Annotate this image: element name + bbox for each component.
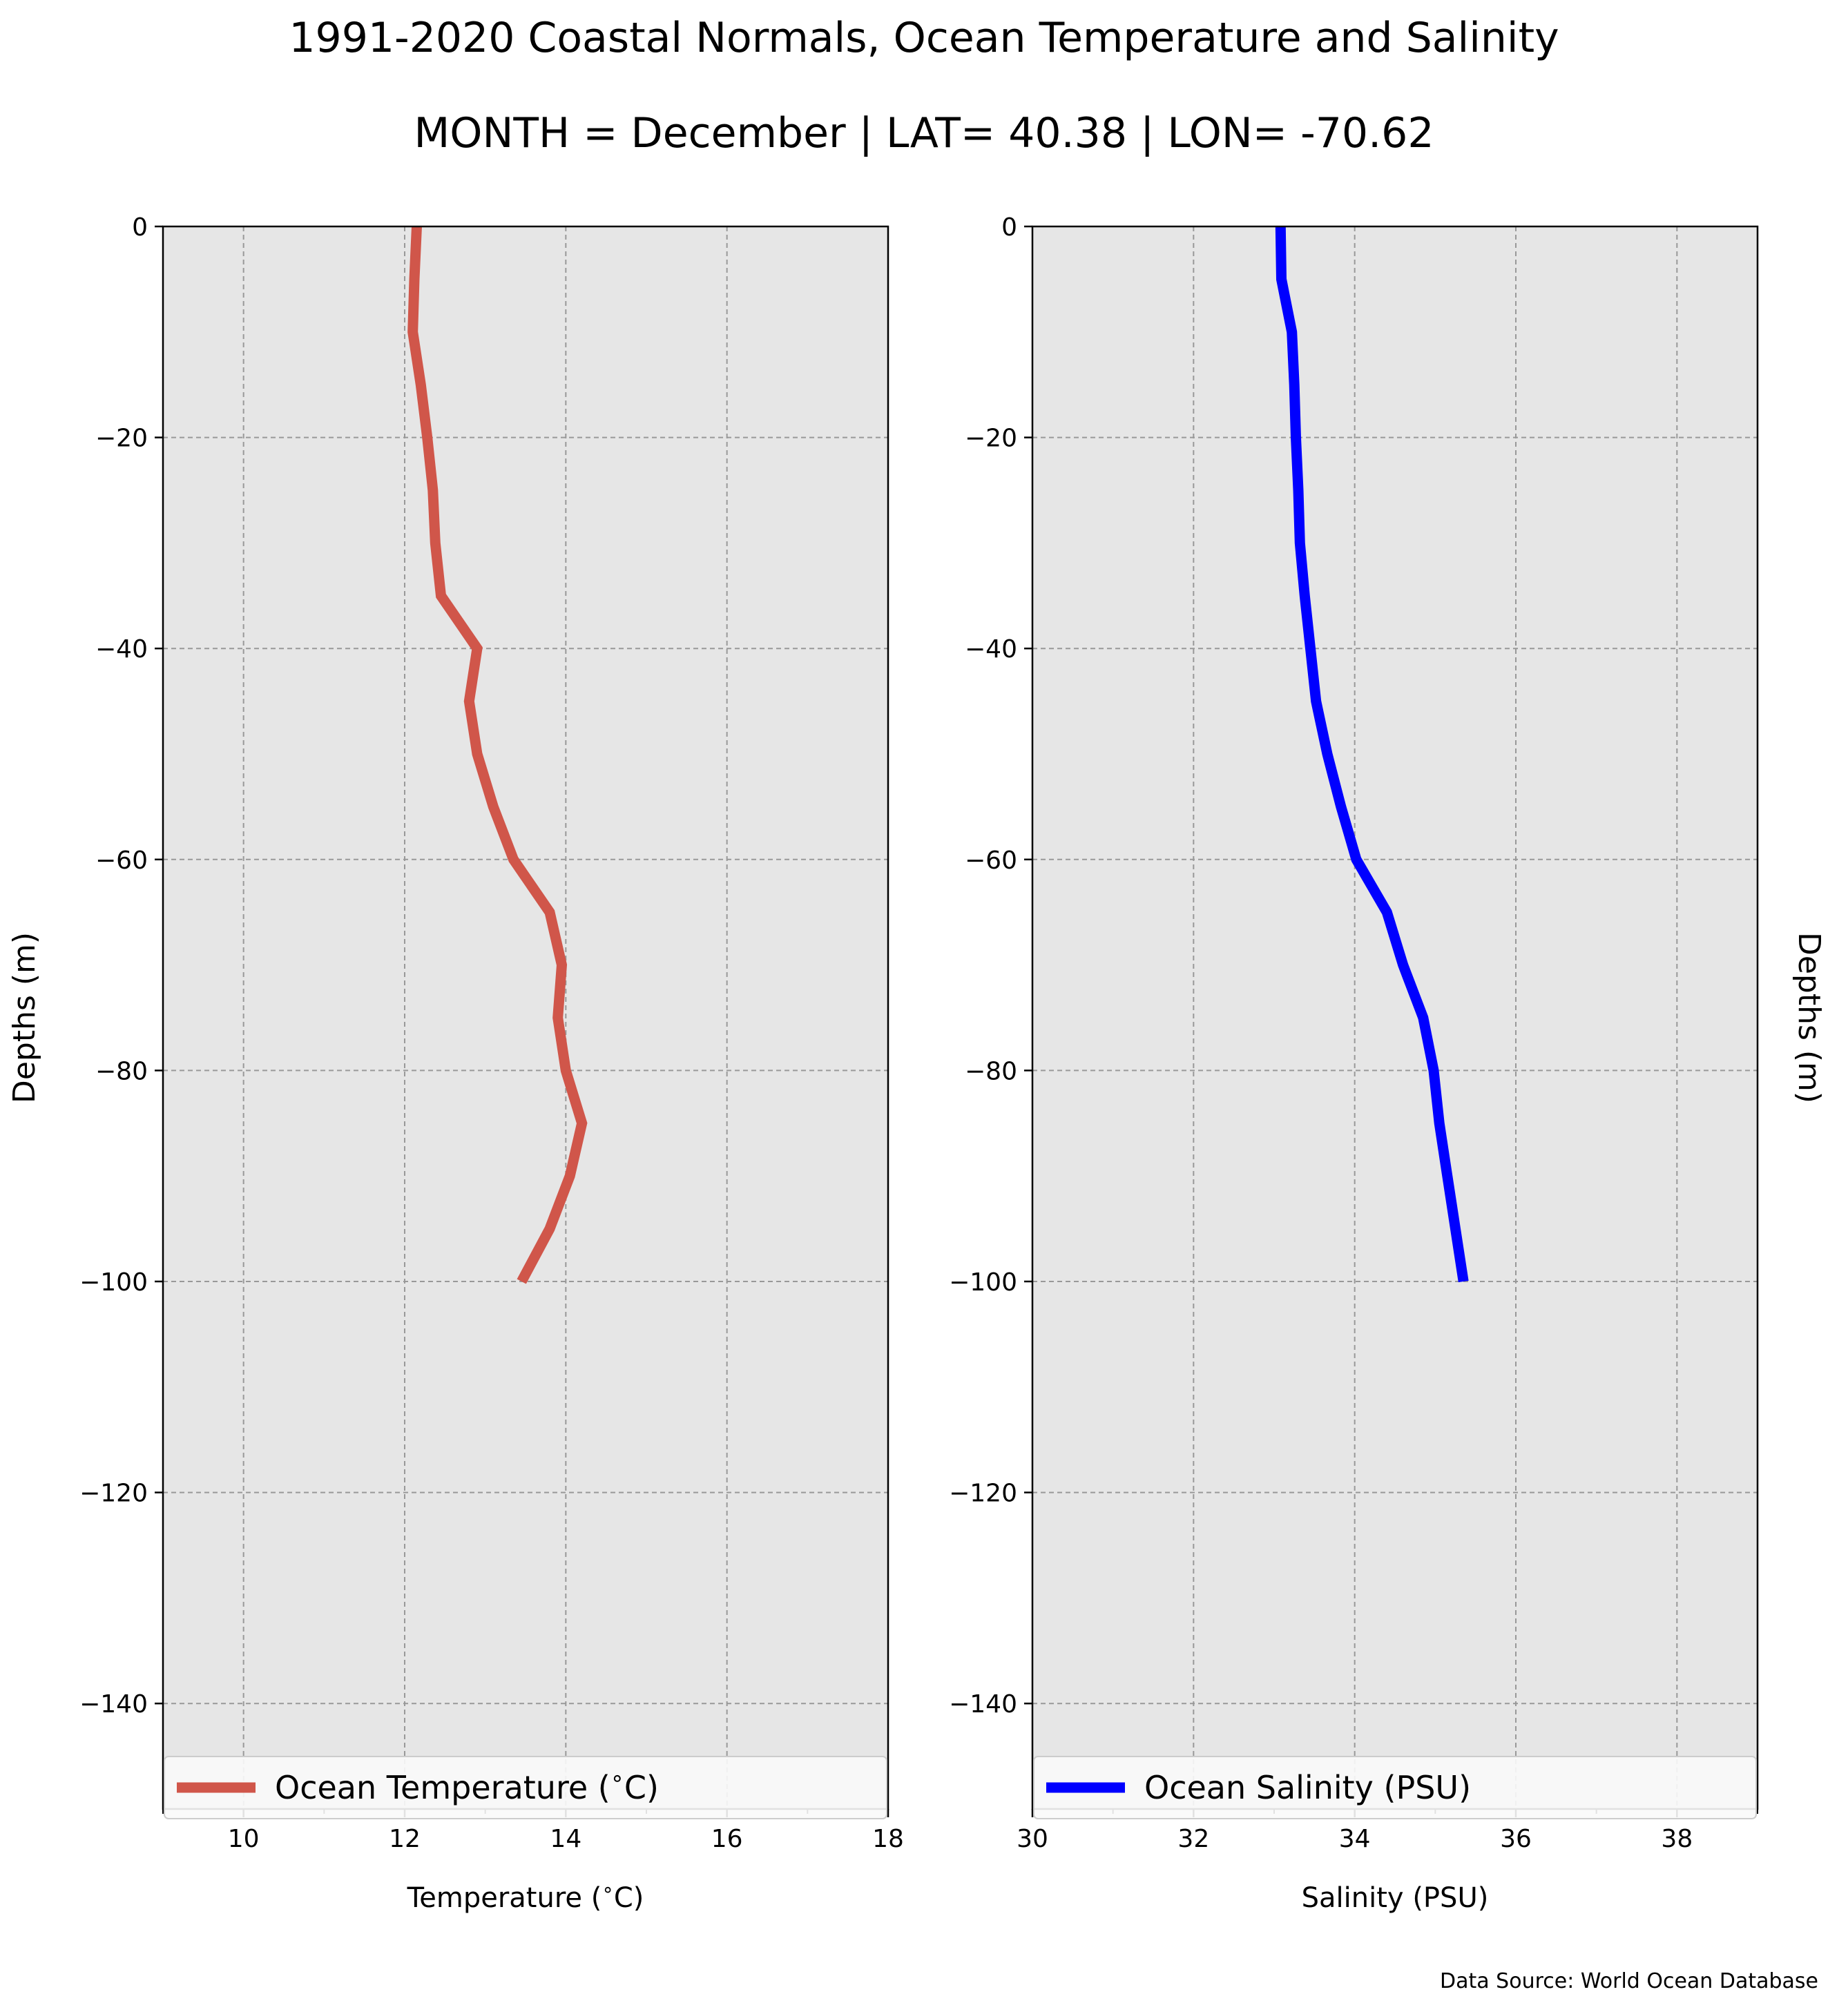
y-tick-label: −40: [965, 635, 1017, 664]
y-tick-label: −120: [949, 1480, 1017, 1508]
y-tick-label: 0: [1001, 213, 1017, 242]
x-tick-label: 38: [1661, 1825, 1693, 1853]
data-source: Data Source: World Ocean Database: [1440, 1969, 1818, 1993]
legend: Ocean Salinity (PSU): [1033, 1756, 1757, 1819]
x-tick-label: 16: [711, 1825, 743, 1853]
temperature-profile-panel: 10 12 14 16 18 0 −20 −40 −60 −80 −100 −120 −140 Tempe…: [7, 213, 904, 1914]
y-tick-label: −60: [965, 846, 1017, 875]
y-axis-label: Depths (m): [7, 932, 42, 1103]
panels: 10 12 14 16 18 0 −20 −40 −60 −80 −100 −120 −140 Tempe…: [7, 213, 1827, 1914]
x-tick-label: 10: [228, 1825, 260, 1853]
legend-label: Ocean Temperature (∘C): [275, 1765, 659, 1806]
x-axis-label: Temperature (∘C): [407, 1878, 644, 1915]
salinity-profile-panel: 30 32 34 36 38 0 −20 −40 −60 −80 −100 −120 −140 Salin…: [949, 213, 1827, 1914]
x-tick-label: 34: [1339, 1825, 1371, 1853]
x-tick-label: 32: [1177, 1825, 1209, 1853]
x-tick-label: 18: [872, 1825, 904, 1853]
plot-area: [1032, 226, 1758, 1809]
temperature-profile-line: [407, 226, 588, 1284]
plot-area: [163, 226, 888, 1809]
y-tick-label: −20: [965, 425, 1017, 453]
y-tick-label: −100: [79, 1268, 148, 1297]
legend: Ocean Temperature (∘C): [164, 1756, 887, 1819]
chart-title: 1991-2020 Coastal Normals, Ocean Tempera…: [289, 14, 1559, 62]
legend-box: [164, 1756, 887, 1819]
y-tick-label: −120: [79, 1480, 148, 1508]
x-tick-label: 36: [1500, 1825, 1532, 1853]
chart-subtitle: MONTH = December | LAT= 40.38 | LON= -70…: [414, 109, 1434, 157]
y-tick-label: −140: [79, 1690, 148, 1719]
legend-box: [1033, 1756, 1757, 1819]
y-tick-label: −140: [949, 1690, 1017, 1719]
x-tick-label: 12: [389, 1825, 421, 1853]
y-tick-label: 0: [132, 213, 148, 242]
y-tick-label: −80: [95, 1057, 148, 1085]
y-tick-label: −60: [95, 846, 148, 875]
y-tick-label: −100: [949, 1268, 1017, 1297]
y-tick-label: −40: [95, 635, 148, 664]
salinity-profile-line: [1275, 226, 1469, 1283]
x-axis-label: Salinity (PSU): [1302, 1882, 1489, 1914]
x-tick-label: 30: [1017, 1825, 1048, 1853]
y-tick-label: −20: [95, 425, 148, 453]
y-tick-label: −80: [965, 1057, 1017, 1085]
x-tick-label: 14: [550, 1825, 581, 1853]
y-axis-label: Depths (m): [1791, 932, 1827, 1103]
legend-label: Ocean Salinity (PSU): [1144, 1769, 1471, 1806]
